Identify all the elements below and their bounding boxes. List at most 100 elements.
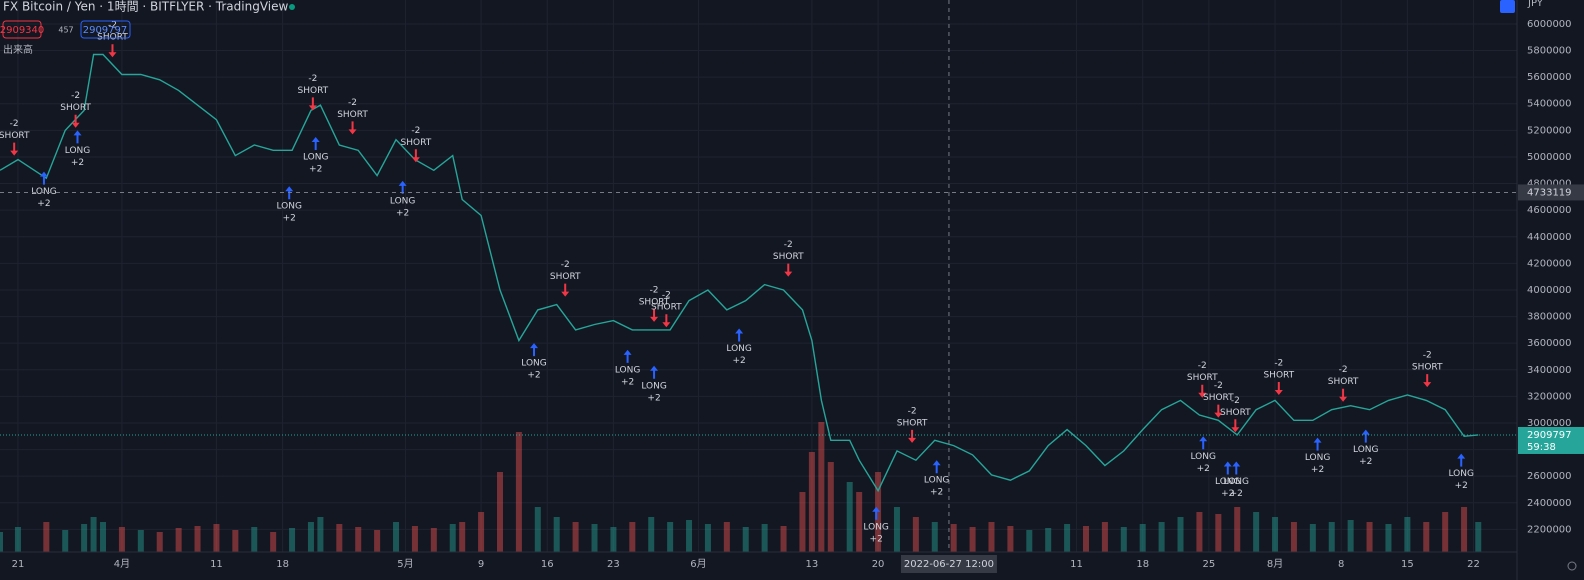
bid-box[interactable] [2,20,42,39]
price-layer [0,53,1479,493]
signal-arrow [1339,388,1348,402]
volume-bar [336,524,343,552]
signal-arrow [108,44,117,58]
x-tick-label: 22 [1467,559,1480,570]
signal-qty: -2 [1274,359,1283,369]
volume-bar [100,522,107,552]
volume-bar [799,492,806,552]
signal-arrow [73,130,82,144]
volume-bar [355,527,362,552]
volume-bar [213,524,220,552]
signal-arrow [411,149,420,163]
volume-bar [14,527,21,552]
signal-qty: -2 [650,285,659,295]
signal-side: SHORT [0,131,30,141]
volume-bar [478,512,485,552]
signal-qty: +2 [1311,465,1324,475]
volume-label: 出来高 [3,43,33,56]
ask-box[interactable] [80,20,131,39]
signal-qty: +2 [1197,464,1210,474]
volume-bar [875,472,882,552]
signal-side: SHORT [1328,377,1359,387]
signal-arrow [1274,382,1283,396]
volume-bar [43,522,50,552]
x-tick-label: 8 [1338,559,1344,570]
x-tick-label: 5月 [397,558,413,570]
signal-qty: -2 [71,91,80,101]
volume-bar [1290,522,1297,552]
settings-icon[interactable] [1567,561,1577,571]
x-tick-label: 16 [541,559,554,570]
signal-side: SHORT [1203,393,1234,403]
volume-bar [1272,517,1279,552]
volume-bar [317,517,324,552]
volume-bar [553,517,560,552]
signal-qty: -2 [411,126,420,136]
signal-side: LONG [65,146,91,156]
volume-bar [1253,512,1260,552]
volume-bar [459,522,466,552]
signal-arrow [784,263,793,277]
volume-bar [912,517,919,552]
volume-bar [704,524,711,552]
signal-arrow [1199,436,1208,450]
volume-bar [1158,522,1165,552]
signal-side: SHORT [773,252,804,262]
volume-bar [175,528,182,552]
volume-bar [846,482,853,552]
signal-qty: +2 [1455,481,1468,491]
x-tick-label: 6月 [690,558,706,570]
signal-qty: -2 [561,260,570,270]
y-tick-label: 5000000 [1527,152,1572,163]
signal-side: SHORT [1263,371,1294,381]
volume-bar [496,472,503,552]
volume-bar [251,527,258,552]
signal-qty: +2 [71,158,84,168]
y-tick-label: 3400000 [1527,365,1572,376]
x-tick-label: 15 [1401,559,1414,570]
volume-bar [81,524,88,552]
volume-bar [1423,522,1430,552]
x-tick-label: 8月 [1267,558,1283,570]
volume-bar [194,526,201,552]
settings-button[interactable] [1500,0,1515,13]
signal-side: LONG [303,153,329,163]
bid: 2909340 [0,25,44,36]
signal-arrow [932,460,941,474]
signal-arrow [908,429,917,443]
volume-bar [856,492,863,552]
signal-side: LONG [390,196,416,206]
volume-bar [893,507,900,552]
y-tick-label: 2400000 [1527,498,1572,509]
volume-bar [950,524,957,552]
signal-side: SHORT [639,297,670,307]
signal-arrow [1457,453,1466,467]
signal-qty: +2 [732,356,745,366]
volume-bar [1385,524,1392,552]
signal-side: LONG [863,522,889,532]
symbol-title: FX Bitcoin / Yen · 1時間 · BITFLYER · Trad… [3,0,288,14]
signal-qty: -2 [108,21,117,31]
x-tick-label: 11 [210,559,223,570]
signal-arrow [1214,404,1223,418]
signal-qty: -2 [1339,365,1348,375]
signal-qty: -2 [662,291,671,301]
signal-arrow [308,97,317,111]
signal-qty: +2 [1221,489,1234,499]
x-tick-label: 20 [872,559,885,570]
signal-side: LONG [641,381,667,391]
volume-bar [1120,527,1127,552]
x-tick-label: 18 [276,559,289,570]
volume-bar [449,524,456,552]
volume-bar [1045,528,1052,552]
y-tick-label: 3000000 [1527,418,1572,429]
volume-bar [1328,522,1335,552]
signal-qty: +2 [37,199,50,209]
signal-side: SHORT [1412,363,1443,373]
volume-bar [686,520,693,552]
signal-side: LONG [1305,453,1331,463]
signal-arrow [10,142,19,156]
last-price-box [1518,426,1584,454]
